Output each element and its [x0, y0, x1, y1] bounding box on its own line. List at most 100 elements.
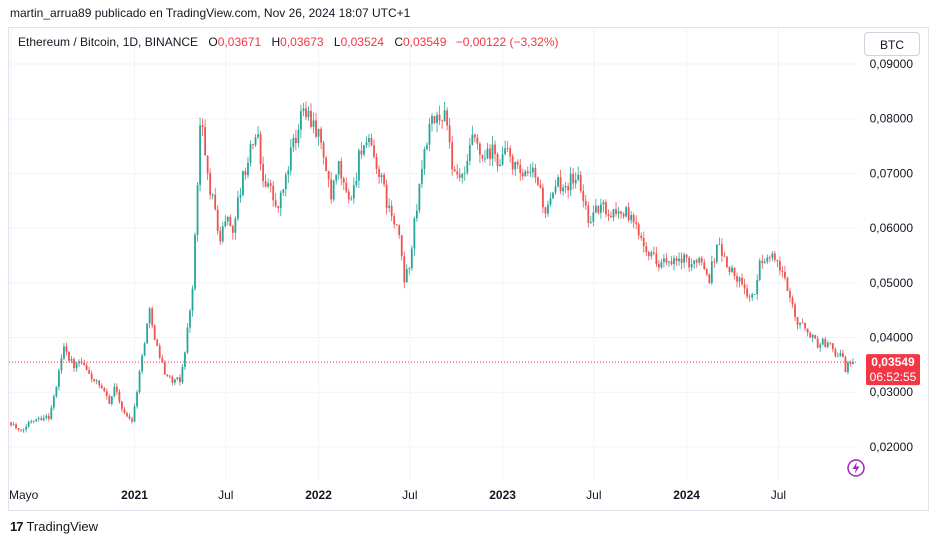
candle-body [357, 150, 360, 181]
time-axis[interactable]: Mayo 2021 Jul 2022 Jul 2023 Jul 2024 Jul [9, 488, 786, 502]
candle-body [257, 134, 259, 138]
symbol-title[interactable]: Ethereum / Bitcoin, 1D, BINANCE [18, 35, 199, 49]
candle-body [589, 221, 592, 223]
candle-body [395, 224, 398, 226]
candle-body [768, 257, 771, 259]
candle-body [635, 222, 638, 225]
y-tick-label: 0,03000 [870, 385, 914, 399]
candle-body [191, 288, 194, 311]
candle-body [675, 258, 678, 262]
candle-body [300, 111, 302, 130]
candle-body [136, 392, 138, 407]
chart-grid [9, 28, 858, 480]
candle-body [461, 173, 464, 178]
footer-brand: TradingView [26, 519, 99, 534]
candle-body [226, 216, 229, 222]
candle-body [446, 110, 449, 126]
candle-body [52, 396, 55, 408]
candle-body [42, 417, 45, 420]
candle-body [219, 231, 222, 242]
candle-body [214, 194, 217, 210]
candle-body [761, 260, 764, 263]
candle-body [471, 134, 474, 146]
candle-body [236, 197, 239, 219]
candle-body [577, 174, 580, 180]
close-value: 0,03549 [403, 35, 447, 49]
candle-body [373, 145, 375, 157]
candle-body [390, 205, 393, 217]
candle-body [791, 297, 794, 305]
candle-body [254, 137, 257, 145]
candle-body [539, 184, 542, 188]
candle-body [741, 277, 743, 285]
candle-body [126, 412, 128, 417]
candle-body [620, 211, 622, 214]
candle-body [617, 211, 620, 214]
x-tick-label: 2022 [305, 488, 332, 502]
candle-body [824, 338, 827, 347]
candle-body [161, 357, 164, 363]
candle-body [239, 195, 242, 198]
candle-body [259, 134, 262, 165]
candle-body [678, 258, 680, 262]
candle-body [794, 304, 796, 318]
lightning-bolt-icon[interactable] [847, 459, 865, 477]
candle-body [176, 377, 179, 380]
y-tick-label: 0,06000 [870, 221, 914, 235]
candles [10, 101, 854, 433]
candle-body [209, 172, 212, 195]
candle-body [647, 252, 650, 257]
candle-body [721, 244, 723, 256]
candle-body [773, 253, 776, 260]
candle-body [806, 328, 809, 333]
candle-body [85, 365, 88, 371]
candle-body [453, 169, 456, 172]
candle-body [332, 180, 335, 200]
candle-body [342, 178, 345, 183]
candle-body [158, 345, 161, 358]
candle-body [305, 108, 307, 118]
candle-body [690, 264, 693, 268]
candle-body [128, 416, 131, 419]
price-axis[interactable]: 0,09000 0,08000 0,07000 0,06000 0,05000 0,040… [870, 57, 914, 454]
low-label: L [333, 35, 341, 49]
price-badge: 0,03549 06:52:55 [866, 354, 920, 386]
candle-body [15, 424, 17, 429]
candle-body [650, 252, 653, 257]
candle-body [121, 401, 123, 410]
candle-body [50, 407, 53, 419]
candle-body [673, 258, 675, 265]
candle-body [173, 379, 176, 383]
candle-body [504, 148, 507, 155]
candle-body [542, 187, 544, 208]
candle-body [572, 173, 575, 184]
candle-body [605, 202, 607, 215]
candle-body [809, 332, 812, 338]
candle-body [627, 207, 630, 221]
chart-frame[interactable] [8, 27, 929, 511]
candle-body [426, 144, 428, 150]
candle-body [521, 172, 524, 177]
candle-body [473, 134, 476, 138]
candle-body [168, 375, 171, 377]
candle-body [847, 362, 849, 373]
candle-body [771, 253, 774, 258]
candle-body [186, 327, 189, 353]
candle-body [436, 114, 438, 123]
candle-body [526, 171, 529, 173]
tradingview-footer[interactable]: 17 TradingView [10, 519, 98, 534]
candle-body [466, 160, 469, 173]
candle-body [287, 170, 290, 175]
candle-body [370, 138, 373, 146]
candle-body [839, 353, 842, 356]
currency-button[interactable]: BTC [864, 32, 920, 56]
candle-body [491, 144, 494, 159]
y-tick-label: 0,09000 [870, 57, 914, 71]
candle-body [569, 173, 572, 191]
candle-body [481, 154, 484, 159]
candle-body [826, 342, 829, 347]
candle-body [723, 255, 726, 257]
candle-body [171, 376, 174, 383]
candle-body [393, 216, 396, 225]
